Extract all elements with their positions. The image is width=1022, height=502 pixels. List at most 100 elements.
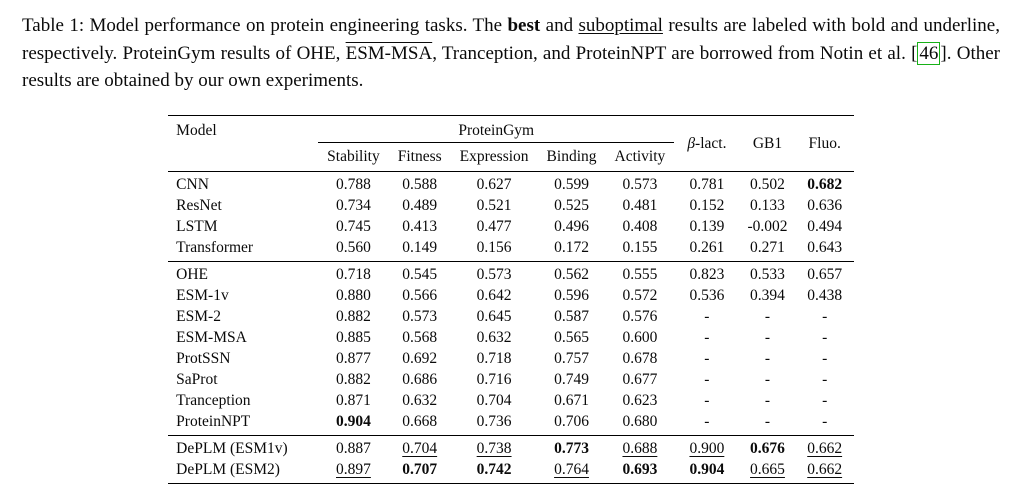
- value-cell: 0.718: [476, 350, 512, 368]
- caption-best-word: best: [507, 15, 541, 36]
- value-cell: 0.677: [622, 371, 658, 389]
- beta-lact-suffix: -lact.: [695, 134, 727, 152]
- value-cell: -: [704, 329, 710, 347]
- value-cell: -0.002: [747, 218, 788, 236]
- col-header-gb1: GB1: [752, 134, 783, 152]
- value-cell: 0.636: [807, 197, 843, 215]
- value-cell: 0.742: [476, 461, 512, 479]
- value-cell: 0.632: [402, 392, 438, 410]
- value-cell: 0.887: [336, 440, 371, 458]
- value-cell: 0.745: [336, 218, 371, 236]
- col-header-fluo: Fluo.: [808, 134, 841, 152]
- row-group: CNN 0.788 0.588 0.627 0.599 0.573 0.781 0.502 0.…: [168, 171, 854, 262]
- value-cell: 0.662: [807, 461, 843, 479]
- value-cell: 0.477: [476, 218, 512, 236]
- value-cell: 0.682: [807, 176, 843, 194]
- value-cell: 0.496: [554, 218, 589, 236]
- table-row: DePLM (ESM2) 0.897 0.707 0.742 0.764 0.693 0.9…: [168, 460, 854, 484]
- value-cell: 0.562: [554, 266, 589, 284]
- beta-symbol: β: [687, 134, 696, 152]
- value-cell: -: [822, 371, 828, 389]
- value-cell: -: [764, 413, 771, 431]
- value-cell: 0.871: [336, 392, 371, 410]
- value-cell: 0.149: [402, 239, 438, 257]
- value-cell: 0.900: [689, 440, 725, 458]
- value-cell: 0.678: [622, 350, 658, 368]
- model-name: ResNet: [176, 197, 222, 215]
- value-cell: 0.877: [336, 350, 371, 368]
- table-row: Transformer 0.560 0.149 0.156 0.172 0.155 0.26…: [168, 238, 854, 262]
- model-name: DePLM (ESM1v): [176, 440, 288, 458]
- value-cell: -: [704, 350, 710, 368]
- value-cell: 0.645: [476, 308, 512, 326]
- value-cell: 0.749: [554, 371, 589, 389]
- value-cell: 0.823: [689, 266, 725, 284]
- caption-suboptimal-word: suboptimal: [578, 15, 663, 36]
- value-cell: -: [704, 392, 710, 410]
- model-name: ESM-MSA: [176, 329, 247, 347]
- value-cell: 0.261: [689, 239, 725, 257]
- value-cell: 0.736: [476, 413, 512, 431]
- value-cell: 0.757: [554, 350, 589, 368]
- row-group: DePLM (ESM1v) 0.887 0.704 0.738 0.773 0.688 0.…: [168, 435, 854, 484]
- value-cell: 0.573: [476, 266, 512, 284]
- table-row: Tranception 0.871 0.632 0.704 0.671 0.623 - - -: [168, 391, 854, 412]
- caption-text-5: . Other results are obtained by our own …: [22, 42, 1000, 92]
- value-cell: 0.494: [807, 218, 843, 236]
- model-name: Transformer: [176, 239, 254, 257]
- value-cell: 0.671: [554, 392, 589, 410]
- value-cell: 0.560: [336, 239, 371, 257]
- table-row: ESM-MSA 0.885 0.568 0.632 0.565 0.600 - - -: [168, 328, 854, 349]
- caption-text-2: and: [540, 15, 579, 36]
- value-cell: 0.734: [336, 197, 371, 215]
- value-cell: -: [822, 413, 828, 431]
- value-cell: 0.573: [402, 308, 438, 326]
- value-cell: 0.704: [476, 392, 512, 410]
- value-cell: 0.536: [689, 287, 725, 305]
- value-cell: 0.704: [402, 440, 438, 458]
- value-cell: 0.904: [336, 413, 371, 431]
- value-cell: -: [764, 350, 771, 368]
- value-cell: 0.686: [402, 371, 438, 389]
- model-name: Tranception: [176, 392, 251, 410]
- value-cell: 0.880: [336, 287, 371, 305]
- model-name: OHE: [176, 266, 209, 284]
- value-cell: -: [764, 329, 771, 347]
- value-cell: 0.172: [554, 239, 589, 257]
- value-cell: 0.627: [476, 176, 512, 194]
- value-cell: 0.502: [750, 176, 785, 194]
- value-cell: -: [822, 350, 828, 368]
- value-cell: 0.545: [402, 266, 438, 284]
- table-row: CNN 0.788 0.588 0.627 0.599 0.573 0.781 0.502 0.…: [168, 172, 854, 196]
- table-row: DePLM (ESM1v) 0.887 0.704 0.738 0.773 0.688 0.…: [168, 436, 854, 460]
- model-name: SaProt: [176, 371, 218, 389]
- value-cell: 0.438: [807, 287, 843, 305]
- value-cell: -: [704, 308, 710, 326]
- value-cell: 0.156: [476, 239, 512, 257]
- col-header-fitness: Fitness: [397, 148, 442, 166]
- model-name: ESM-1v: [176, 287, 229, 305]
- value-cell: 0.521: [476, 197, 512, 215]
- value-cell: 0.587: [554, 308, 589, 326]
- value-cell: 0.572: [622, 287, 658, 305]
- table-row: ProteinNPT 0.904 0.668 0.736 0.706 0.680 - - -: [168, 412, 854, 436]
- value-cell: 0.565: [554, 329, 589, 347]
- citation-link[interactable]: 46: [917, 41, 941, 65]
- value-cell: 0.676: [750, 440, 785, 458]
- value-cell: 0.481: [622, 197, 658, 215]
- value-cell: 0.568: [402, 329, 438, 347]
- table-row: ESM-2 0.882 0.573 0.645 0.587 0.576 - - -: [168, 307, 854, 328]
- value-cell: 0.707: [402, 461, 438, 479]
- value-cell: 0.680: [622, 413, 658, 431]
- value-cell: -: [764, 308, 771, 326]
- caption-esm-msa-term: ESM-MSA: [345, 42, 433, 64]
- value-cell: 0.688: [622, 440, 658, 458]
- model-name: CNN: [176, 176, 209, 194]
- table-row: SaProt 0.882 0.686 0.716 0.749 0.677 - - -: [168, 370, 854, 391]
- value-cell: 0.781: [689, 176, 725, 194]
- value-cell: 0.718: [336, 266, 371, 284]
- value-cell: 0.764: [554, 461, 589, 479]
- value-cell: 0.555: [622, 266, 658, 284]
- header-row-groups: Model ProteinGym β-lact. GB1 Fluo.: [168, 115, 854, 152]
- paper-page: Table 1: Model performance on protein en…: [22, 15, 1000, 485]
